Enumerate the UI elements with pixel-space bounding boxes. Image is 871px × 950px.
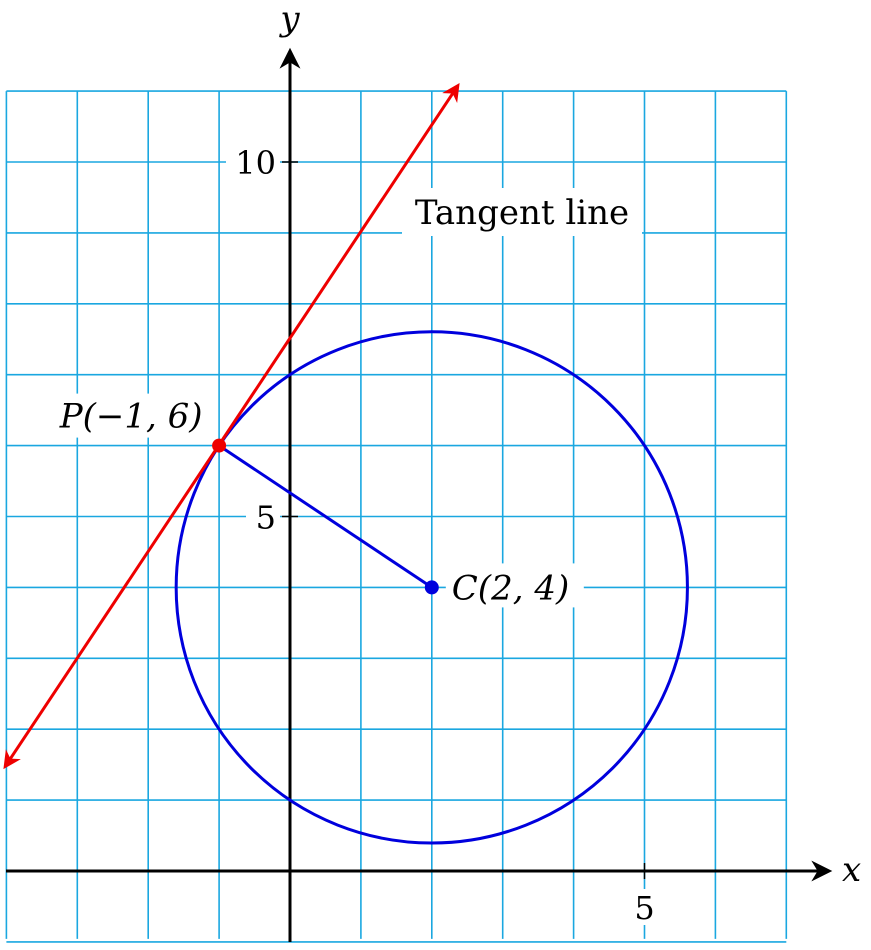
tangent-line-label-background — [402, 188, 642, 236]
y-axis-label: y — [278, 0, 300, 39]
x-tick-label-background — [630, 889, 659, 925]
x-tick-label-5: 5 — [634, 889, 654, 927]
point-p-label: P(−1, 6) — [59, 397, 203, 437]
grid — [5, 90, 788, 943]
point-p-label-background — [51, 393, 212, 438]
point-c-label-background — [445, 563, 584, 608]
tangent-line-label: Tangent line — [415, 193, 629, 233]
point-c-label: C(2, 4) — [452, 568, 569, 608]
x-axis-label: x — [842, 850, 861, 890]
point-c — [424, 580, 439, 595]
point-p — [212, 438, 227, 453]
y-tick-label-10: 10 — [235, 144, 276, 182]
tangent-line — [3, 83, 460, 770]
y-tick-label-5: 5 — [256, 499, 276, 537]
